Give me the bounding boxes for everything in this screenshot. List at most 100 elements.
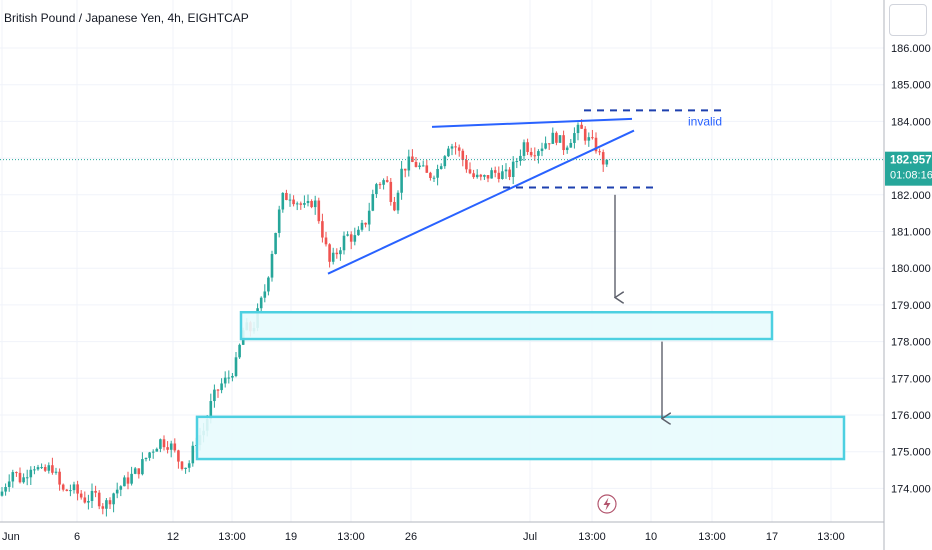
candle-body	[61, 484, 65, 490]
candle-body	[504, 169, 508, 172]
candle-body	[483, 175, 486, 177]
candle-body	[231, 375, 234, 378]
candle-body	[447, 148, 450, 157]
candle-body	[177, 450, 180, 462]
drawings[interactable]	[195, 109, 846, 461]
candle-body	[4, 487, 7, 492]
x-tick-label: 17	[766, 531, 778, 543]
candle-body	[29, 469, 33, 478]
candle-body	[51, 465, 54, 473]
candle-body	[335, 252, 339, 255]
candle-body	[310, 200, 313, 208]
candle-body	[331, 252, 335, 262]
candle-body	[443, 156, 447, 167]
candle-body	[238, 344, 241, 358]
y-tick-label: 180.000	[891, 263, 931, 275]
price-tag-value: 182.957	[890, 155, 932, 167]
candle-body	[357, 229, 360, 236]
candle-body	[360, 222, 364, 230]
candle-body	[349, 234, 353, 242]
x-tick-label: 13:00	[337, 531, 365, 543]
candle-body	[137, 468, 141, 475]
candle-body	[54, 471, 58, 473]
x-tick-label: 12	[167, 531, 179, 543]
candle-body	[414, 161, 418, 167]
candle-body	[90, 490, 94, 502]
candle-body	[515, 161, 519, 163]
invalid-label: invalid	[688, 114, 722, 128]
candle-body	[529, 151, 533, 156]
candle-body	[220, 383, 223, 391]
candle-body	[393, 201, 396, 211]
y-tick-label: 177.000	[891, 373, 931, 385]
candle-body	[72, 484, 76, 491]
candle-body	[400, 168, 403, 193]
candle-body	[130, 473, 133, 484]
candle-body	[33, 469, 36, 471]
candle-body	[0, 491, 4, 496]
candle-body	[591, 137, 594, 139]
candle-body	[184, 467, 187, 469]
candle-body	[270, 253, 274, 278]
candle-body	[94, 490, 97, 493]
time-axis[interactable]: Jun 6 12 13:00 19 13:00 26 Jul 13:00 10 13:00 17 13:…	[0, 521, 884, 543]
candle-body	[371, 194, 375, 211]
candle-body	[421, 165, 425, 167]
candle-body	[324, 237, 328, 245]
candle-body	[493, 170, 497, 173]
price-axis[interactable]: 186.000185.000184.000183.000182.000181.0…	[883, 0, 931, 550]
candle-body	[119, 486, 123, 490]
candle-body	[519, 155, 522, 162]
lightning-icon[interactable]	[597, 494, 617, 514]
x-tick-label: 13:00	[218, 531, 246, 543]
candle-body	[79, 493, 83, 498]
candle-body	[216, 389, 220, 391]
candle-body	[303, 203, 306, 205]
x-tick-label: Jun	[2, 531, 20, 543]
candle-body	[533, 155, 537, 157]
candle-body	[454, 146, 457, 148]
x-tick-label: 13:00	[578, 531, 606, 543]
candle-body	[151, 451, 155, 453]
candle-body	[58, 471, 61, 485]
candle-body	[526, 142, 529, 152]
candle-body	[162, 439, 166, 448]
candle-body	[587, 137, 591, 141]
price-tag-countdown: 01:08:16	[890, 170, 932, 182]
candle-body	[259, 297, 263, 309]
y-tick-label: 179.000	[891, 300, 931, 312]
candle-body	[22, 477, 25, 483]
candle-body	[342, 235, 346, 251]
candle-body	[558, 135, 562, 143]
candle-body	[364, 222, 367, 225]
candle-body	[511, 161, 515, 177]
candle-body	[144, 457, 148, 460]
candle-body	[418, 165, 421, 167]
chart-settings-box[interactable]	[889, 4, 927, 36]
x-tick-label: 19	[285, 531, 297, 543]
candle-body	[227, 377, 231, 379]
candle-body	[346, 234, 349, 236]
candle-body	[101, 506, 105, 509]
candle-body	[166, 447, 169, 450]
last-price-tag: 182.957 01:08:16	[885, 151, 932, 186]
candle-body	[209, 401, 213, 420]
candle-body	[580, 124, 583, 129]
demand-zone	[195, 415, 846, 461]
candle-body	[403, 168, 407, 171]
y-tick-label: 182.000	[891, 190, 931, 202]
candle-body	[141, 459, 144, 475]
candle-body	[429, 172, 432, 178]
candle-body	[25, 477, 29, 479]
candle-body	[425, 165, 429, 173]
candle-body	[407, 156, 411, 171]
y-tick-label: 178.000	[891, 337, 931, 349]
candle-body	[432, 177, 436, 179]
y-tick-label: 181.000	[891, 227, 931, 239]
candle-body	[508, 169, 511, 177]
candle-body	[501, 171, 504, 179]
trendline	[431, 117, 633, 128]
demand-zone	[239, 310, 774, 341]
candle-body	[15, 472, 18, 474]
